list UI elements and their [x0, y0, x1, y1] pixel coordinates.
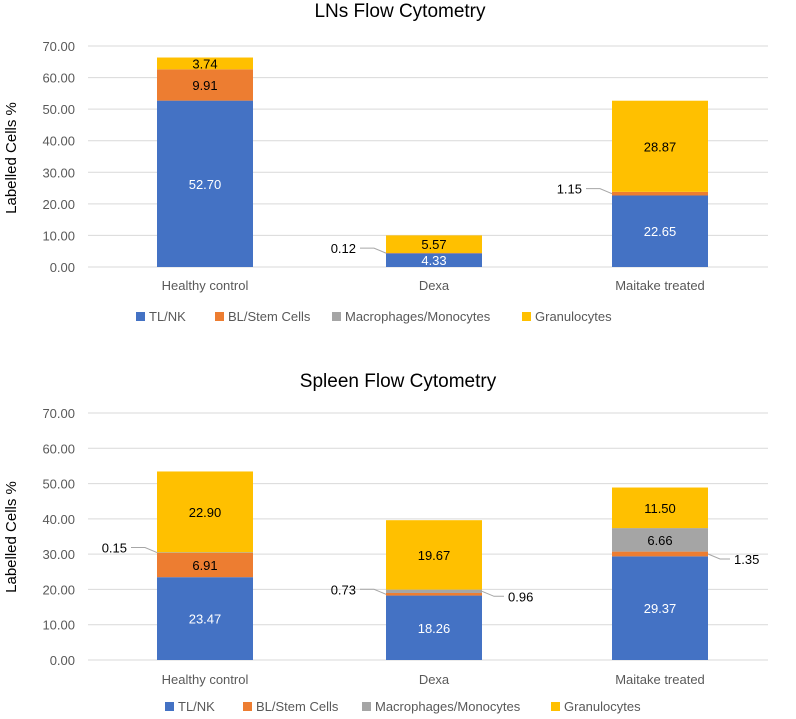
legend-label: Macrophages/Monocytes	[345, 309, 491, 324]
legend: TL/NK BL/Stem Cells Macrophages/Monocytes G…	[165, 699, 641, 714]
legend-label: Granulocytes	[564, 699, 641, 714]
callout-line	[360, 247, 387, 254]
y-axis-label: Labelled Cells %	[3, 102, 20, 214]
bar-segment	[386, 589, 482, 593]
bar-segment	[386, 235, 482, 253]
x-category-label: Healthy control	[162, 278, 249, 293]
data-label: 22.90	[189, 505, 222, 520]
bar-segment	[612, 551, 708, 557]
data-label: 9.91	[192, 78, 217, 93]
legend-swatch	[215, 312, 224, 321]
x-category-label: Dexa	[419, 278, 450, 293]
y-tick-label: 40.00	[42, 134, 75, 149]
legend-label: Granulocytes	[535, 309, 612, 324]
bars: 52.70 9.91 3.74 4.33 0.12 5.57 22.65 1.15 28.87	[157, 56, 708, 268]
y-tick-label: 0.00	[50, 653, 75, 668]
chart-lns-flow-cytometry: LNs Flow Cytometry Labelled Cells % 0.00…	[3, 1, 768, 324]
y-tick-labels: 0.00 10.00 20.00 30.00 40.00 50.00 60.00 70.00	[42, 406, 75, 668]
x-category-label: Healthy control	[162, 672, 249, 687]
bar-segment	[386, 595, 482, 660]
legend-label: TL/NK	[149, 309, 186, 324]
x-category-label: Maitake treated	[615, 672, 705, 687]
bar-segment	[612, 191, 708, 196]
bar-segment	[157, 552, 253, 578]
legend-swatch	[243, 702, 252, 711]
callout-line	[131, 547, 158, 553]
y-tick-label: 40.00	[42, 512, 75, 527]
data-label: 0.96	[508, 589, 533, 604]
data-label: 0.73	[331, 582, 356, 597]
x-category-label: Dexa	[419, 672, 450, 687]
chart-title: LNs Flow Cytometry	[314, 1, 486, 22]
chart-spleen-flow-cytometry: Spleen Flow Cytometry Labelled Cells % 0…	[3, 371, 768, 714]
legend-label: TL/NK	[178, 699, 215, 714]
bar-segment	[612, 528, 708, 552]
y-tick-label: 0.00	[50, 260, 75, 275]
chart-title: Spleen Flow Cytometry	[300, 371, 497, 392]
data-label: 11.50	[644, 501, 676, 516]
y-tick-label: 20.00	[42, 197, 75, 212]
legend-swatch	[362, 702, 371, 711]
y-tick-label: 30.00	[42, 165, 75, 180]
callout-line	[360, 588, 387, 595]
bar-segment	[157, 69, 253, 101]
y-tick-label: 10.00	[42, 228, 75, 243]
legend-swatch	[522, 312, 531, 321]
bar-segment	[612, 556, 708, 660]
data-label: 22.65	[644, 224, 677, 239]
data-label: 23.47	[189, 612, 222, 627]
legend-swatch	[551, 702, 560, 711]
data-label: 6.91	[192, 558, 217, 573]
bar-segment	[386, 592, 482, 596]
bar-segment	[157, 552, 253, 553]
y-tick-label: 70.00	[42, 406, 75, 421]
data-label: 19.67	[418, 548, 451, 563]
bar-segment	[612, 100, 708, 192]
data-label: 0.12	[331, 241, 356, 256]
x-category-label: Maitake treated	[615, 278, 705, 293]
y-axis-label: Labelled Cells %	[3, 481, 20, 593]
legend-swatch	[165, 702, 174, 711]
bar-segment	[386, 520, 482, 590]
data-label: 52.70	[189, 177, 222, 192]
bar-segment	[157, 577, 253, 660]
legend-label: BL/Stem Cells	[256, 699, 339, 714]
legend-swatch	[332, 312, 341, 321]
y-tick-label: 10.00	[42, 618, 75, 633]
bar-segment	[612, 487, 708, 529]
data-label: 5.57	[421, 237, 446, 252]
bar-segment	[612, 195, 708, 267]
bar-segment	[386, 253, 482, 267]
bar-segment	[157, 57, 253, 70]
callout-line	[481, 590, 504, 597]
legend: TL/NK BL/Stem Cells Macrophages/Monocytes G…	[136, 309, 612, 324]
data-label: 0.15	[102, 541, 127, 556]
y-tick-label: 60.00	[42, 441, 75, 456]
data-label: 18.26	[418, 621, 451, 636]
data-label: 29.37	[644, 601, 677, 616]
data-label: 1.35	[734, 552, 759, 567]
callout-line	[707, 553, 730, 560]
y-tick-label: 60.00	[42, 71, 75, 86]
legend-label: Macrophages/Monocytes	[375, 699, 521, 714]
y-tick-label: 50.00	[42, 102, 75, 117]
legend-swatch	[136, 312, 145, 321]
data-label: 4.33	[421, 253, 446, 268]
bar-segment	[157, 100, 253, 268]
legend-label: BL/Stem Cells	[228, 309, 311, 324]
y-tick-label: 50.00	[42, 477, 75, 492]
data-label: 3.74	[192, 56, 217, 71]
y-tick-labels: 0.00 10.00 20.00 30.00 40.00 50.00 60.00 70.00	[42, 39, 75, 275]
y-tick-label: 70.00	[42, 39, 75, 54]
data-label: 6.66	[647, 533, 672, 548]
bars: 23.47 6.91 0.15 22.90 18.26 0.73 0.96 19.67 29.3…	[102, 471, 759, 660]
bar-segment	[157, 471, 253, 553]
y-tick-label: 20.00	[42, 582, 75, 597]
data-label: 1.15	[557, 182, 582, 197]
y-tick-label: 30.00	[42, 547, 75, 562]
data-label: 28.87	[644, 139, 677, 154]
callout-line	[586, 188, 613, 195]
